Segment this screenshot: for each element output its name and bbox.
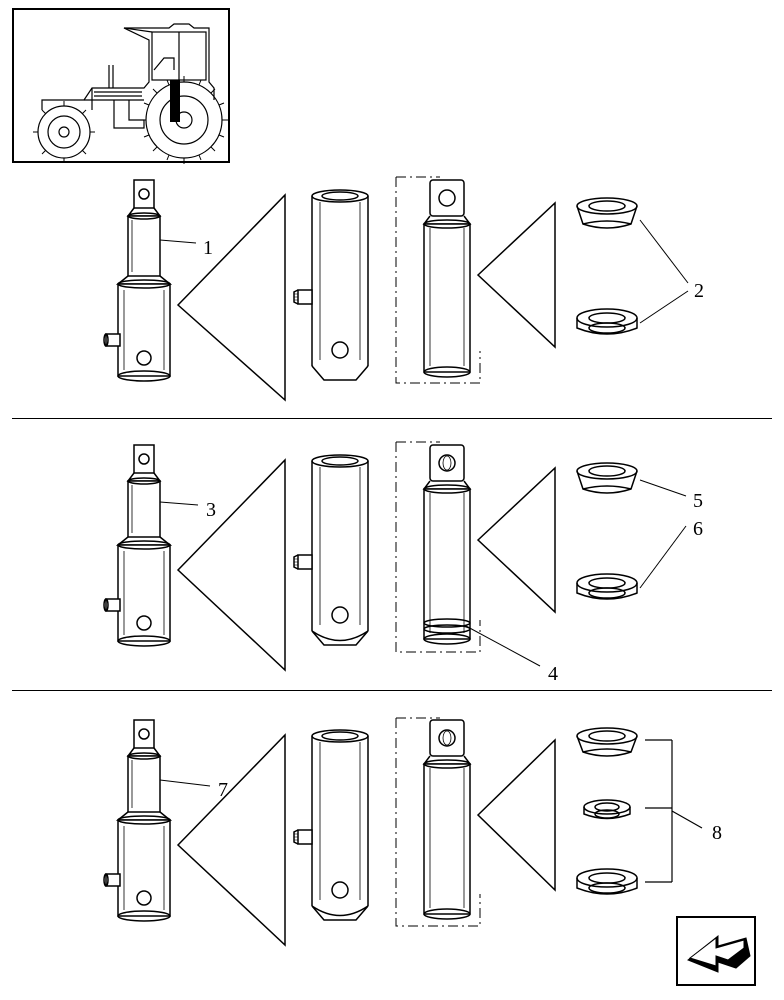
callout-7: 7 <box>218 779 228 802</box>
back-arrow-icon <box>678 918 758 988</box>
callout-5: 5 <box>693 490 703 513</box>
divider-2 <box>12 690 772 691</box>
seal-kit-2 <box>577 463 637 599</box>
divider-1 <box>12 418 772 419</box>
cylinder-barrel-7 <box>294 730 368 920</box>
cylinder-rod-7 <box>424 720 470 919</box>
section-3 <box>0 700 784 980</box>
nav-arrow-box[interactable] <box>676 916 756 986</box>
cylinder-rod-3 <box>424 445 470 644</box>
tractor-icon <box>14 10 232 165</box>
cylinder-assembly-7 <box>104 720 170 921</box>
cylinder-barrel-3 <box>294 455 368 645</box>
callout-3: 3 <box>206 499 216 522</box>
callout-2: 2 <box>694 280 704 303</box>
callout-6: 6 <box>693 518 703 541</box>
cylinder-barrel-1 <box>294 190 368 380</box>
callout-4: 4 <box>548 663 558 686</box>
page: 1 2 <box>0 0 784 1000</box>
cylinder-assembly-3 <box>104 445 170 646</box>
tractor-locator-box <box>12 8 230 163</box>
section-2 <box>0 430 784 690</box>
seal-kit-1 <box>577 198 637 334</box>
seal-kit-3 <box>577 728 637 894</box>
cylinder-assembly-1 <box>104 180 170 381</box>
section-1 <box>0 165 784 420</box>
callout-8: 8 <box>712 822 722 845</box>
callout-1: 1 <box>203 237 213 260</box>
cylinder-rod-1 <box>424 180 470 377</box>
